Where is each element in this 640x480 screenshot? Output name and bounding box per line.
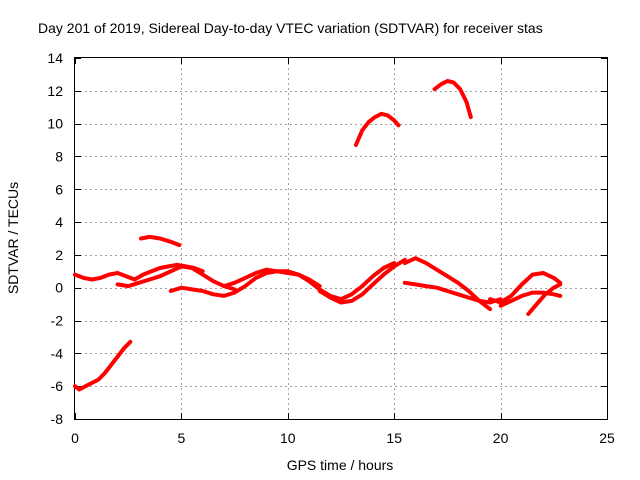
y-tick-label: 4 xyxy=(55,214,63,230)
x-axis-label: GPS time / hours xyxy=(287,457,394,473)
x-tick-label: 25 xyxy=(599,430,615,446)
y-tick-label: -8 xyxy=(51,411,64,427)
x-tick-label: 5 xyxy=(178,430,186,446)
chart-title: Day 201 of 2019, Sidereal Day-to-day VTE… xyxy=(38,20,543,36)
y-tick-label: 14 xyxy=(47,50,63,66)
series-sat-c xyxy=(353,111,401,147)
y-tick-label: 2 xyxy=(55,247,63,263)
y-tick-label: -2 xyxy=(51,313,64,329)
x-tick-label: 10 xyxy=(280,430,296,446)
series-sat-i xyxy=(317,257,407,305)
series-layer xyxy=(73,79,563,392)
series-sat-j xyxy=(402,256,492,312)
x-tick-label: 20 xyxy=(493,430,509,446)
series-sat-m xyxy=(498,290,563,308)
x-tick-label: 0 xyxy=(71,430,79,446)
y-tick-label: -4 xyxy=(51,345,64,361)
y-tick-label: 0 xyxy=(55,280,63,296)
series-sat-l xyxy=(488,271,563,305)
y-tick-label: 10 xyxy=(47,116,63,132)
series-sat-h xyxy=(222,261,397,302)
y-tick-label: -6 xyxy=(51,378,64,394)
series-sat-a xyxy=(73,339,133,392)
x-tick-label: 15 xyxy=(386,430,402,446)
y-axis-label: SDTVAR / TECUs xyxy=(5,182,21,294)
plot-frame xyxy=(74,57,608,420)
series-sat-f xyxy=(115,264,237,292)
series-sat-n xyxy=(526,282,563,316)
tick-layer: 0 5 10 15 20 25 -8 -6 -4 -2 0 2 4 6 8 10 12 14 xyxy=(47,50,615,446)
y-tick-label: 8 xyxy=(55,148,63,164)
y-tick-label: 6 xyxy=(55,181,63,197)
series-sat-b xyxy=(139,234,182,248)
series-sat-k xyxy=(402,280,503,305)
y-tick-label: 12 xyxy=(47,83,63,99)
series-sat-d xyxy=(432,79,473,120)
